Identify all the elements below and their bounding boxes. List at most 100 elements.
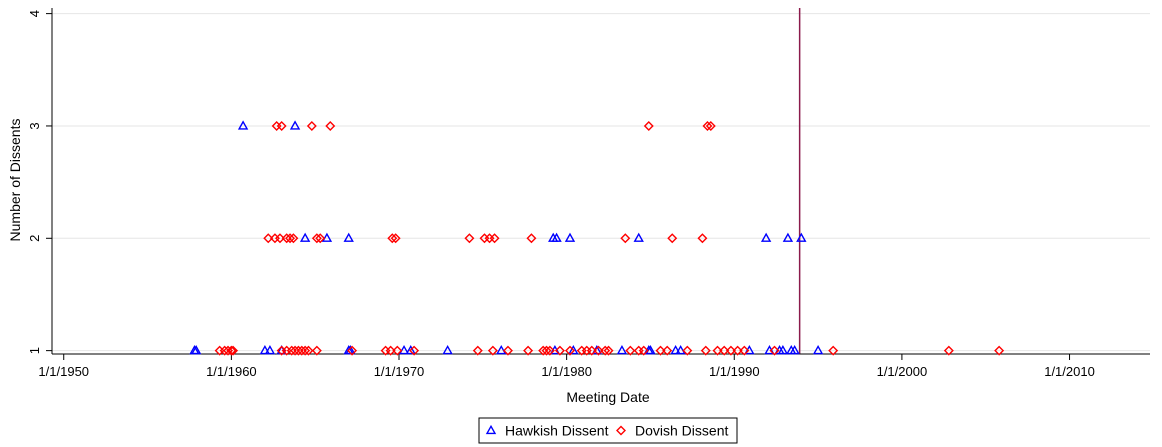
dovish-point-73 [702, 120, 713, 131]
hawkish-point-25 [812, 344, 824, 355]
dovish-point-43 [725, 345, 736, 356]
series-hawkish [189, 120, 824, 355]
dovish-point-71 [325, 120, 336, 131]
hawkish-point-36 [237, 120, 249, 130]
legend-label-dovish: Dovish Dissent [635, 423, 728, 439]
dovish-point-17 [392, 345, 403, 356]
hawkish-point-18 [675, 344, 686, 355]
dovish-point-66 [667, 233, 678, 244]
legend-box [478, 417, 738, 444]
hawkish-point-8 [405, 344, 416, 355]
dovish-point-41 [712, 345, 723, 356]
hawkish-point-24 [789, 344, 800, 355]
x-axis-title: Meeting Date [566, 389, 649, 405]
data-points [189, 120, 1005, 356]
dovish-point-19 [472, 345, 483, 356]
dovish-point-50 [263, 233, 274, 244]
x-tick-label-1: 1/1/1960 [206, 364, 257, 379]
y-tick-label-2: 3 [27, 122, 42, 129]
dovish-point-7 [286, 345, 297, 356]
dovish-point-34 [625, 345, 636, 356]
hawkish-point-27 [321, 232, 333, 242]
x-tick-label-0: 1/1/1950 [38, 364, 89, 379]
dovish-point-44 [732, 345, 743, 356]
grid-lines [52, 13, 1150, 352]
x-tick-label-2: 1/1/1970 [374, 364, 425, 379]
dovish-point-10 [296, 345, 307, 356]
dovish-point-58 [387, 233, 398, 244]
dovish-point-21 [502, 345, 513, 356]
y-tick-label-1: 2 [27, 235, 42, 242]
dovish-point-14 [347, 345, 358, 356]
dovish-point-20 [487, 345, 498, 356]
hawkish-point-14 [616, 344, 628, 355]
hawkish-point-17 [670, 344, 681, 355]
dovish-point-45 [739, 345, 750, 356]
dovish-point-56 [311, 233, 322, 244]
dovish-point-53 [281, 233, 292, 244]
dovish-point-54 [285, 233, 296, 244]
dovish-point-9 [293, 345, 304, 356]
x-tick-label-6: 1/1/2010 [1044, 364, 1095, 379]
dovish-point-25 [544, 345, 555, 356]
dovish-point-48 [943, 345, 954, 356]
hawkish-point-33 [760, 232, 772, 242]
hawkish-point-34 [782, 232, 794, 242]
dovish-point-8 [290, 345, 301, 356]
dovish-point-12 [303, 345, 314, 356]
x-ticks: 1/1/1950 1/1/1960 1/1/1970 1/1/1980 1/1/1990… [38, 354, 1095, 379]
dovish-point-63 [489, 233, 500, 244]
dovish-point-47 [828, 345, 839, 356]
dovish-point-67 [697, 233, 708, 244]
hawkish-point-22 [777, 344, 789, 355]
legend-label-hawkish: Hawkish Dissent [505, 423, 609, 439]
hawkish-point-1 [190, 344, 202, 355]
dovish-point-3 [226, 345, 237, 356]
dovish-point-70 [306, 120, 317, 131]
dovish-point-22 [523, 345, 534, 356]
dovish-point-52 [274, 233, 285, 244]
hawkish-point-37 [289, 120, 301, 130]
dovish-point-32 [600, 345, 611, 356]
x-tick-label-4: 1/1/1990 [709, 364, 760, 379]
dovish-point-11 [300, 345, 311, 356]
dovish-point-59 [390, 233, 401, 244]
hawkish-point-31 [564, 232, 576, 242]
dovish-point-46 [769, 345, 780, 356]
dovish-point-40 [700, 345, 711, 356]
hawkish-point-3 [264, 344, 276, 355]
axes [51, 8, 1150, 355]
dovish-point-69 [276, 120, 287, 131]
dovish-point-36 [638, 345, 649, 356]
dovish-point-27 [564, 345, 575, 356]
dovish-point-30 [586, 345, 597, 356]
dovish-point-39 [682, 345, 693, 356]
hawkish-point-26 [299, 232, 311, 242]
hawkish-point-9 [442, 344, 453, 355]
series-dovish [214, 120, 1005, 356]
hawkish-point-32 [633, 232, 644, 242]
hawkish-point-7 [398, 344, 410, 355]
y-tick-label-0: 1 [27, 347, 42, 354]
dovish-point-38 [662, 345, 673, 356]
hawkish-point-16 [645, 344, 656, 355]
dovish-point-57 [315, 233, 326, 244]
y-ticks: 1 2 3 4 [27, 10, 52, 354]
x-tick-label-3: 1/1/1980 [541, 364, 592, 379]
legend-marker-hawkish [485, 424, 497, 435]
dovish-point-4 [228, 345, 239, 356]
y-axis-title: Number of Dissents [7, 119, 23, 242]
legend-marker-dovish [616, 425, 626, 436]
dovish-point-72 [643, 120, 654, 131]
dovish-point-64 [526, 233, 537, 244]
y-tick-label-3: 4 [27, 10, 42, 17]
hawkish-point-2 [259, 344, 271, 355]
x-tick-label-5: 1/1/2000 [877, 364, 928, 379]
dovish-point-74 [705, 120, 716, 131]
hawkish-point-35 [796, 232, 807, 242]
dovish-point-26 [554, 345, 565, 356]
dovish-point-42 [719, 345, 730, 356]
dovish-point-37 [655, 345, 666, 356]
dovish-point-55 [288, 233, 299, 244]
